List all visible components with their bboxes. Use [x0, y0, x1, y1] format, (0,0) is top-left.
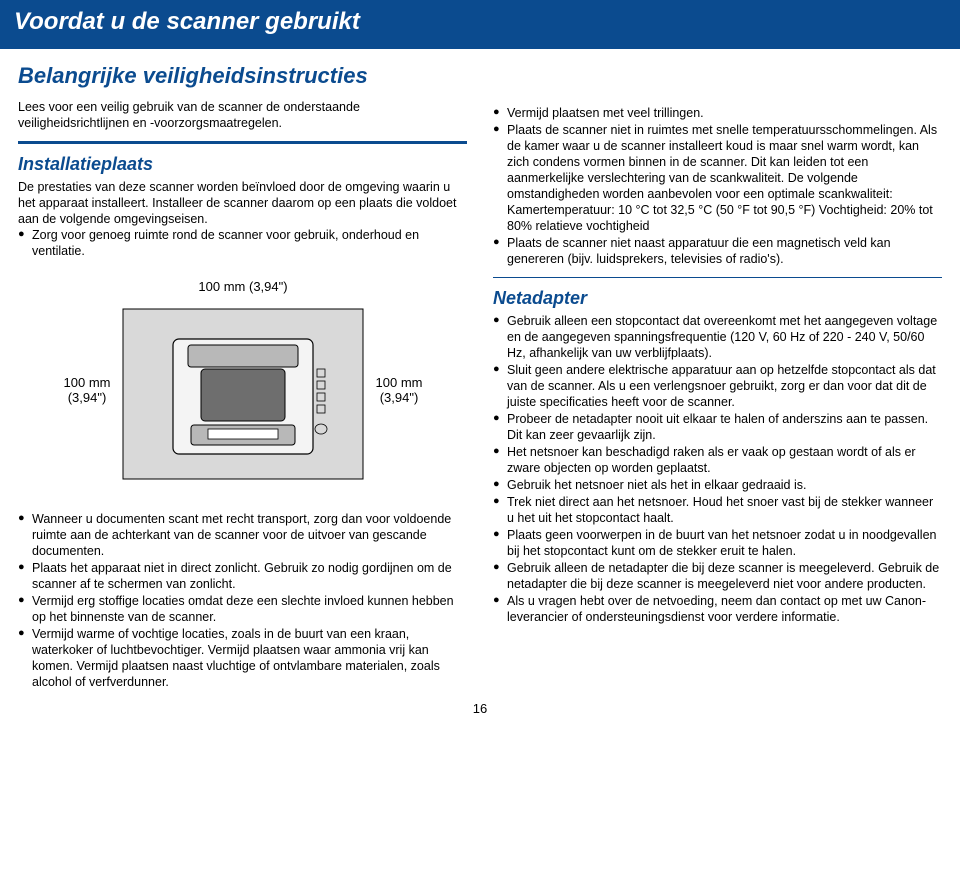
subhead-install: Installatieplaats	[18, 154, 467, 175]
list-item: Plaats het apparaat niet in direct zonli…	[18, 560, 467, 592]
svg-text:(3,94"): (3,94")	[379, 390, 418, 405]
page-number: 16	[0, 701, 960, 716]
right-column: Vermijd plaatsen met veel trillingen. Pl…	[493, 63, 942, 691]
install-body: De prestaties van deze scanner worden be…	[18, 179, 467, 227]
list-item: Plaats de scanner niet in ruimtes met sn…	[493, 122, 942, 234]
list-item: Zorg voor genoeg ruimte rond de scanner …	[18, 227, 467, 259]
right-top-bullets: Vermijd plaatsen met veel trillingen. Pl…	[493, 105, 942, 267]
list-item: Plaats de scanner niet naast apparatuur …	[493, 235, 942, 267]
page-header: Voordat u de scanner gebruikt	[0, 0, 960, 49]
clearance-diagram: 100 mm (3,94") 100 mm (3,94") 100 mm (3,…	[18, 269, 467, 499]
list-item: Het netsnoer kan beschadigd raken als er…	[493, 444, 942, 476]
lower-bullet-list: Wanneer u documenten scant met recht tra…	[18, 511, 467, 690]
list-item: Plaats geen voorwerpen in de buurt van h…	[493, 527, 942, 559]
list-item: Als u vragen hebt over de netvoeding, ne…	[493, 593, 942, 625]
netadapter-bullets: Gebruik alleen een stopcontact dat overe…	[493, 313, 942, 625]
subhead-netadapter: Netadapter	[493, 288, 942, 309]
left-column: Belangrijke veiligheidsinstructies Lees …	[18, 63, 467, 691]
scanner-clearance-svg: 100 mm (3,94") 100 mm (3,94") 100 mm (3,…	[53, 269, 433, 499]
content-columns: Belangrijke veiligheidsinstructies Lees …	[0, 49, 960, 697]
list-item: Sluit geen andere elektrische apparatuur…	[493, 362, 942, 410]
list-item: Wanneer u documenten scant met recht tra…	[18, 511, 467, 559]
page-title: Voordat u de scanner gebruikt	[14, 8, 360, 35]
list-item: Gebruik alleen een stopcontact dat overe…	[493, 313, 942, 361]
divider	[18, 141, 467, 144]
install-bullet-list: Zorg voor genoeg ruimte rond de scanner …	[18, 227, 467, 259]
list-item: Vermijd erg stoffige locaties omdat deze…	[18, 593, 467, 625]
intro-paragraph: Lees voor een veilig gebruik van de scan…	[18, 99, 467, 131]
svg-text:100 mm: 100 mm	[375, 375, 422, 390]
section-title-safety: Belangrijke veiligheidsinstructies	[18, 63, 467, 89]
list-item: Gebruik het netsnoer niet als het in elk…	[493, 477, 942, 493]
divider	[493, 277, 942, 278]
list-item: Gebruik alleen de netadapter die bij dez…	[493, 560, 942, 592]
list-item: Trek niet direct aan het netsnoer. Houd …	[493, 494, 942, 526]
list-item: Vermijd plaatsen met veel trillingen.	[493, 105, 942, 121]
svg-text:(3,94"): (3,94")	[67, 390, 106, 405]
list-item: Vermijd warme of vochtige locaties, zoal…	[18, 626, 467, 690]
svg-text:100 mm (3,94"): 100 mm (3,94")	[198, 279, 287, 294]
list-item: Probeer de netadapter nooit uit elkaar t…	[493, 411, 942, 443]
svg-text:100 mm: 100 mm	[63, 375, 110, 390]
